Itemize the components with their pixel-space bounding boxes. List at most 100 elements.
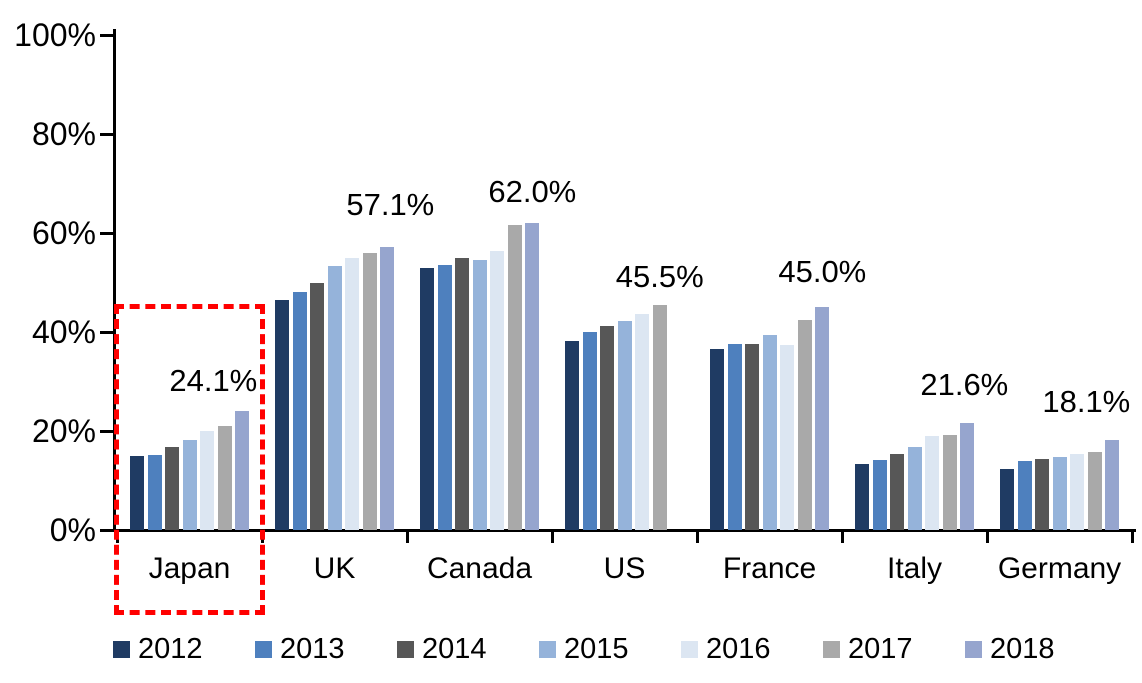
legend-item: 2012 bbox=[113, 633, 203, 665]
bar bbox=[600, 326, 614, 530]
y-axis-tick bbox=[100, 331, 114, 334]
bar bbox=[420, 268, 434, 530]
category-label: Germany bbox=[997, 552, 1122, 585]
legend-label: 2014 bbox=[422, 633, 487, 665]
data-label: 18.1% bbox=[1042, 384, 1131, 420]
bar bbox=[345, 257, 359, 530]
bar bbox=[1035, 459, 1049, 530]
legend-item: 2015 bbox=[539, 633, 629, 665]
legend-label: 2017 bbox=[848, 633, 913, 665]
bar bbox=[1000, 469, 1014, 530]
bar bbox=[1088, 451, 1102, 530]
legend-label: 2016 bbox=[706, 633, 771, 665]
category-label: France bbox=[722, 552, 817, 585]
data-label: 45.0% bbox=[778, 254, 867, 290]
y-axis-line bbox=[113, 29, 116, 532]
bar bbox=[1018, 461, 1032, 530]
bar bbox=[565, 340, 579, 530]
bar bbox=[380, 247, 394, 530]
bar bbox=[798, 320, 812, 530]
y-axis-tick bbox=[100, 34, 114, 37]
bar bbox=[490, 251, 504, 530]
y-axis-tick-label: 20% bbox=[31, 413, 96, 449]
bar bbox=[148, 455, 162, 530]
category-label: US bbox=[603, 552, 646, 585]
bar bbox=[943, 434, 957, 530]
legend-swatch bbox=[823, 640, 840, 658]
legend-swatch bbox=[255, 640, 272, 658]
legend-item: 2016 bbox=[681, 633, 771, 665]
bar bbox=[455, 257, 469, 530]
bar bbox=[873, 460, 887, 530]
bar bbox=[473, 260, 487, 530]
legend-swatch bbox=[539, 640, 556, 658]
bar bbox=[328, 266, 342, 530]
data-label: 24.1% bbox=[169, 362, 258, 398]
bar bbox=[275, 300, 289, 530]
legend-swatch bbox=[965, 640, 982, 658]
category-label: UK bbox=[313, 552, 356, 585]
data-label: 45.5% bbox=[615, 258, 704, 294]
x-axis-tick bbox=[405, 530, 409, 543]
bar bbox=[855, 464, 869, 530]
bar bbox=[1070, 454, 1084, 530]
data-label: 57.1% bbox=[346, 187, 435, 223]
x-axis-tick bbox=[550, 530, 554, 543]
legend: 2012 2013 2014 2015 2016 2017 2018 bbox=[0, 633, 1142, 667]
bar bbox=[525, 223, 539, 530]
bar bbox=[763, 334, 777, 530]
bar bbox=[218, 425, 232, 530]
x-axis-tick bbox=[985, 530, 989, 543]
data-label: 62.0% bbox=[488, 174, 577, 210]
y-axis-tick-label: 40% bbox=[31, 314, 96, 350]
y-axis-tick-label: 100% bbox=[14, 17, 96, 53]
bar bbox=[710, 348, 724, 530]
bar bbox=[183, 439, 197, 530]
bar bbox=[908, 446, 922, 530]
y-axis-tick-label: 0% bbox=[49, 512, 96, 548]
legend-item: 2018 bbox=[965, 633, 1055, 665]
bar bbox=[130, 456, 144, 530]
bar bbox=[635, 314, 649, 530]
data-label: 21.6% bbox=[920, 367, 1009, 403]
y-axis-tick-label: 60% bbox=[31, 215, 96, 251]
bar bbox=[438, 264, 452, 530]
bar bbox=[200, 431, 214, 530]
bar bbox=[165, 446, 179, 530]
x-axis-line bbox=[113, 529, 1136, 532]
y-axis-tick bbox=[100, 133, 114, 136]
legend-label: 2012 bbox=[138, 633, 203, 665]
category-label: Canada bbox=[426, 552, 533, 585]
y-axis-tick bbox=[100, 529, 114, 532]
legend-swatch bbox=[397, 640, 414, 658]
bar bbox=[653, 304, 667, 530]
legend-label: 2015 bbox=[564, 633, 629, 665]
japan-highlight-box bbox=[114, 304, 265, 615]
bar bbox=[745, 343, 759, 530]
bar bbox=[925, 435, 939, 530]
legend-label: 2013 bbox=[280, 633, 345, 665]
bar bbox=[310, 282, 324, 530]
bar bbox=[508, 224, 522, 530]
x-axis-tick bbox=[840, 530, 844, 543]
bar bbox=[293, 292, 307, 530]
legend-swatch bbox=[681, 640, 698, 658]
legend-label: 2018 bbox=[990, 633, 1055, 665]
bar bbox=[363, 252, 377, 530]
y-axis-tick bbox=[100, 430, 114, 433]
category-label: Japan bbox=[148, 552, 231, 585]
x-axis-tick bbox=[1130, 530, 1134, 543]
legend-item: 2017 bbox=[823, 633, 913, 665]
bar bbox=[1105, 440, 1119, 530]
bar bbox=[618, 321, 632, 530]
bar bbox=[960, 423, 974, 530]
legend-swatch bbox=[113, 640, 130, 658]
bar bbox=[235, 410, 249, 530]
bar bbox=[728, 343, 742, 530]
y-axis-tick bbox=[100, 232, 114, 235]
bar bbox=[890, 454, 904, 530]
legend-item: 2014 bbox=[397, 633, 487, 665]
bar bbox=[815, 307, 829, 530]
legend-item: 2013 bbox=[255, 633, 345, 665]
